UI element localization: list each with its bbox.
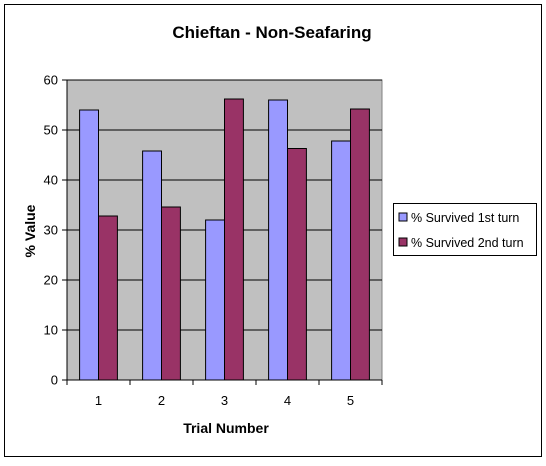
bar-2nd-turn-trial-5 bbox=[350, 108, 370, 381]
x-tick-label: 2 bbox=[158, 393, 165, 408]
bar-1st-turn-trial-2 bbox=[142, 150, 163, 381]
bar-2nd-turn-trial-3 bbox=[224, 98, 244, 381]
bar-1st-turn-trial-5 bbox=[331, 140, 352, 381]
x-tick-label: 4 bbox=[284, 393, 291, 408]
legend: % Survived 1st turn % Survived 2nd turn bbox=[393, 203, 537, 256]
legend-swatch-2nd-turn bbox=[398, 237, 408, 247]
legend-swatch-1st-turn bbox=[398, 212, 408, 222]
bar-1st-turn-trial-4 bbox=[268, 99, 289, 381]
bar-1st-turn-trial-3 bbox=[205, 219, 226, 381]
x-tick-label: 3 bbox=[221, 393, 228, 408]
bar-2nd-turn-trial-4 bbox=[287, 148, 307, 381]
legend-label-1st-turn: % Survived 1st turn bbox=[411, 211, 519, 225]
y-tick-label: 40 bbox=[44, 173, 58, 188]
y-axis-label: % Value bbox=[22, 204, 38, 257]
x-axis-ticks: 1 2 3 4 5 bbox=[66, 380, 383, 408]
chart-title: Chieftan - Non-Seafaring bbox=[172, 23, 371, 42]
x-tick-label: 5 bbox=[347, 393, 354, 408]
bar-1st-turn-trial-1 bbox=[79, 109, 99, 381]
bar-2nd-turn-trial-1 bbox=[98, 215, 118, 381]
legend-box bbox=[393, 203, 537, 256]
y-tick-label: 10 bbox=[44, 323, 58, 338]
bar-2nd-turn-trial-2 bbox=[161, 206, 181, 381]
y-tick-label: 20 bbox=[44, 273, 58, 288]
x-axis-label: Trial Number bbox=[183, 420, 269, 436]
y-tick-label: 50 bbox=[44, 123, 58, 138]
bars bbox=[79, 98, 370, 381]
y-axis-ticks: 0 10 20 30 40 50 60 bbox=[44, 73, 67, 388]
y-tick-label: 30 bbox=[44, 223, 58, 238]
y-tick-label: 60 bbox=[44, 73, 58, 88]
x-tick-label: 1 bbox=[95, 393, 102, 408]
legend-label-2nd-turn: % Survived 2nd turn bbox=[411, 236, 524, 250]
y-tick-label: 0 bbox=[51, 373, 58, 388]
